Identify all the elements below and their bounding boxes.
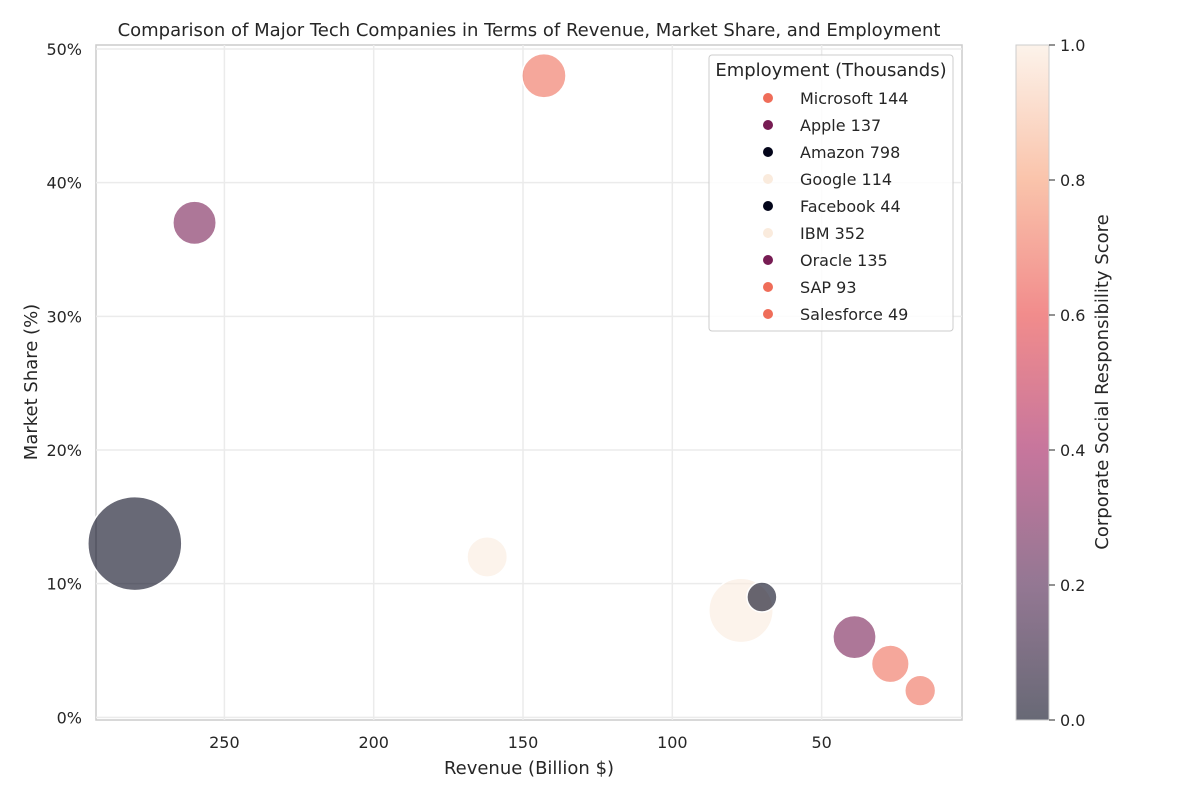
legend-marker <box>763 120 773 130</box>
x-tick-label: 200 <box>358 733 389 752</box>
colorbar-tick-label: 0.0 <box>1060 711 1085 730</box>
y-tick-label: 10% <box>46 575 82 594</box>
legend-marker <box>763 309 773 319</box>
y-tick-label: 50% <box>46 40 82 59</box>
colorbar-tick-label: 0.2 <box>1060 576 1085 595</box>
legend-label: Google 114 <box>800 170 892 189</box>
legend-label: Salesforce 49 <box>800 305 908 324</box>
legend: Employment (Thousands) Microsoft 144 Appl… <box>708 54 954 332</box>
legend-label: Apple 137 <box>800 116 881 135</box>
bubble-sap <box>870 644 910 684</box>
x-axis-label: Revenue (Billion $) <box>444 758 614 779</box>
y-tick-label: 30% <box>46 307 82 326</box>
bubble-facebook <box>746 581 778 613</box>
colorbar-tick-label: 1.0 <box>1060 36 1085 55</box>
y-axis-label: Market Share (%) <box>21 304 42 460</box>
legend-label: Amazon 798 <box>800 143 900 162</box>
colorbar-tick-label: 0.8 <box>1060 171 1085 190</box>
legend-marker <box>763 282 773 292</box>
legend-label: Microsoft 144 <box>800 89 908 108</box>
chart-title: Comparison of Major Tech Companies in Te… <box>118 20 941 41</box>
colorbar: 0.0 0.2 0.4 0.6 0.8 1.0 Corporate Social Resp… <box>1015 36 1113 730</box>
bubble-microsoft <box>521 52 567 99</box>
y-tick-label: 40% <box>46 174 82 193</box>
x-tick-label: 50 <box>811 733 831 752</box>
legend-label: IBM 352 <box>800 224 865 243</box>
bubble-salesforce <box>904 674 937 707</box>
x-tick-label: 150 <box>508 733 539 752</box>
bubble-apple <box>172 200 217 246</box>
colorbar-ticks: 0.0 0.2 0.4 0.6 0.8 1.0 <box>1049 36 1085 730</box>
y-tick-label: 0% <box>57 708 82 727</box>
legend-marker <box>763 255 773 265</box>
y-tick-label: 20% <box>46 441 82 460</box>
bubble-google <box>466 535 509 578</box>
legend-title: Employment (Thousands) <box>715 60 946 81</box>
colorbar-frame <box>1015 44 1050 721</box>
legend-marker <box>763 93 773 103</box>
legend-marker <box>763 228 773 238</box>
data-points <box>87 52 937 707</box>
legend-label: SAP 93 <box>800 278 857 297</box>
grid-lines <box>96 45 962 720</box>
legend-marker <box>763 174 773 184</box>
colorbar-gradient <box>1016 45 1049 720</box>
x-axis-ticks: 250 200 150 100 50 <box>209 733 832 752</box>
bubble-oracle <box>832 614 877 660</box>
colorbar-label: Corporate Social Responsibility Score <box>1092 214 1113 549</box>
legend-entries: Microsoft 144 Apple 137 Amazon 798 Google 1… <box>763 89 908 324</box>
legend-marker <box>763 147 773 157</box>
colorbar-tick-label: 0.4 <box>1060 441 1085 460</box>
legend-label: Facebook 44 <box>800 197 901 216</box>
legend-label: Oracle 135 <box>800 251 888 270</box>
x-tick-label: 250 <box>209 733 240 752</box>
y-axis-ticks: 0% 10% 20% 30% 40% 50% <box>46 40 82 727</box>
x-tick-label: 100 <box>657 733 688 752</box>
legend-marker <box>763 201 773 211</box>
colorbar-tick-label: 0.6 <box>1060 306 1085 325</box>
bubble-amazon <box>87 495 183 592</box>
